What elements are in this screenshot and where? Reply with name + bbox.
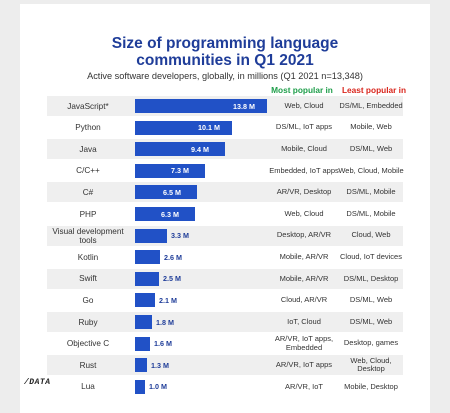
value-label: 2.1 M: [159, 295, 177, 305]
most-popular-cell: DS/ML, IoT apps: [275, 122, 333, 132]
category-label: Ruby: [78, 317, 98, 327]
value-label: 13.8 M: [233, 101, 255, 111]
value-label: 1.8 M: [156, 317, 174, 327]
bar: [135, 142, 225, 157]
bar: [135, 315, 152, 329]
table-row: Visual development tools 3.3 M Desktop, AR…: [47, 225, 403, 246]
table-row: Kotlin 2.6 M Mobile, AR/VR Cloud, IoT devic…: [47, 247, 403, 267]
chart-title-line-1: Size of programming language: [111, 35, 339, 52]
category-label: Visual development tools: [52, 226, 124, 245]
chart-title: Size of programming language communities…: [0, 35, 450, 69]
least-popular-cell: DS/ML, Desktop: [343, 273, 399, 283]
table-row: Lua 1.0 M AR/VR, IoT Mobile, Desktop: [47, 377, 403, 397]
least-popular-cell: Cloud, IoT devices: [340, 251, 402, 261]
table-row: Rust 1.3 M AR/VR, IoT apps Web, Cloud, Desk…: [47, 355, 403, 376]
most-popular-header: Most popular in: [271, 85, 333, 95]
value-label: 1.0 M: [149, 382, 167, 392]
least-popular-cell: Mobile, Web: [350, 122, 392, 132]
bar: [135, 271, 159, 286]
least-popular-cell: Cloud, Web: [351, 230, 391, 240]
value-label: 3.3 M: [171, 231, 189, 241]
least-popular-cell: DS/ML, Mobile: [346, 208, 396, 218]
category-label: Go: [82, 295, 94, 305]
table-row: Ruby 1.8 M IoT, Cloud DS/ML, Web: [47, 312, 403, 332]
bar: [135, 379, 145, 394]
category-label: C#: [82, 187, 94, 197]
bar: [135, 250, 160, 265]
value-label: 10.1 M: [198, 123, 220, 133]
value-label: 6.3 M: [161, 209, 179, 219]
value-label: 7.3 M: [171, 166, 189, 176]
bar: [135, 207, 195, 221]
table-row: Objective C 1.6 M AR/VR, IoT apps, Embedde…: [47, 334, 403, 354]
least-popular-cell: DS/ML, Web: [349, 316, 393, 326]
least-popular-cell: Web, Cloud, Mobile: [338, 165, 404, 175]
table-row: C/C++ 7.3 M Embedded, IoT apps Web, Cloud, …: [47, 161, 404, 181]
value-label: 6.5 M: [163, 187, 181, 197]
bar: [135, 336, 150, 351]
most-popular-cell: Embedded, IoT apps: [269, 165, 339, 175]
value-label: 1.3 M: [151, 360, 169, 370]
table-row: Python 10.1 M DS/ML, IoT apps Mobile, Web: [47, 118, 403, 138]
least-popular-cell: DS/ML, Web: [349, 295, 393, 305]
category-label: Objective C: [66, 339, 110, 349]
most-popular-cell: Web, Cloud: [284, 100, 324, 110]
category-label: Lua: [81, 382, 95, 392]
least-popular-cell: DS/ML, Mobile: [346, 187, 396, 197]
table-row: Java 9.4 M Mobile, Cloud DS/ML, Web: [47, 139, 403, 160]
value-label: 1.6 M: [154, 339, 172, 349]
table-row: Go 2.1 M Cloud, AR/VR DS/ML, Web: [47, 290, 403, 310]
value-label: 2.6 M: [164, 252, 182, 262]
table-row: C# 6.5 M AR/VR, Desktop DS/ML, Mobile: [47, 182, 403, 203]
category-label: JavaScript*: [67, 101, 109, 111]
least-popular-cell: DS/ML, Embedded: [339, 100, 403, 110]
value-label: 9.4 M: [191, 144, 209, 154]
value-label: 2.5 M: [163, 274, 181, 284]
most-popular-cell: Web, Cloud: [284, 208, 324, 218]
least-popular-cell: Desktop, games: [343, 338, 399, 348]
most-popular-cell: AR/VR, IoT apps, Embedded: [274, 334, 334, 352]
least-popular-header: Least popular in: [341, 85, 407, 95]
most-popular-cell: Mobile, AR/VR: [279, 273, 329, 283]
category-label: C/C++: [76, 166, 100, 176]
chart-title-line-2: communities in Q1 2021: [136, 52, 314, 69]
category-label: Kotlin: [77, 252, 99, 262]
least-popular-cell: DS/ML, Web: [349, 143, 393, 153]
least-popular-cell: Mobile, Desktop: [344, 381, 398, 391]
bar: [135, 163, 205, 178]
category-label: Swift: [79, 274, 97, 284]
table-row: JavaScript* 13.8 M Web, Cloud DS/ML, Embedd…: [47, 96, 403, 116]
category-label: Rust: [79, 360, 97, 370]
chart-subtitle: Active software developers, globally, in…: [87, 71, 363, 81]
most-popular-cell: AR/VR, IoT apps: [275, 359, 333, 369]
data-logo: /DATA: [24, 378, 51, 387]
most-popular-cell: Cloud, AR/VR: [280, 295, 328, 305]
chart-card: [20, 4, 430, 413]
bar: [135, 358, 147, 373]
most-popular-cell: Mobile, Cloud: [281, 143, 327, 153]
bar: [135, 293, 155, 308]
least-popular-cell: Web, Cloud, Desktop: [350, 355, 392, 374]
bar: [135, 228, 167, 243]
category-label: Python: [75, 123, 101, 133]
most-popular-cell: Mobile, AR/VR: [279, 251, 329, 261]
most-popular-cell: Desktop, AR/VR: [276, 230, 332, 240]
category-label: PHP: [79, 209, 97, 219]
bar: [135, 99, 267, 113]
category-label: Java: [79, 144, 97, 154]
table-row: Swift 2.5 M Mobile, AR/VR DS/ML, Desktop: [47, 268, 403, 289]
most-popular-cell: IoT, Cloud: [287, 316, 321, 326]
most-popular-cell: AR/VR, IoT: [285, 381, 323, 391]
bar: [135, 120, 232, 135]
bar: [135, 185, 197, 200]
most-popular-cell: AR/VR, Desktop: [276, 187, 332, 197]
table-row: PHP 6.3 M Web, Cloud DS/ML, Mobile: [47, 204, 403, 224]
